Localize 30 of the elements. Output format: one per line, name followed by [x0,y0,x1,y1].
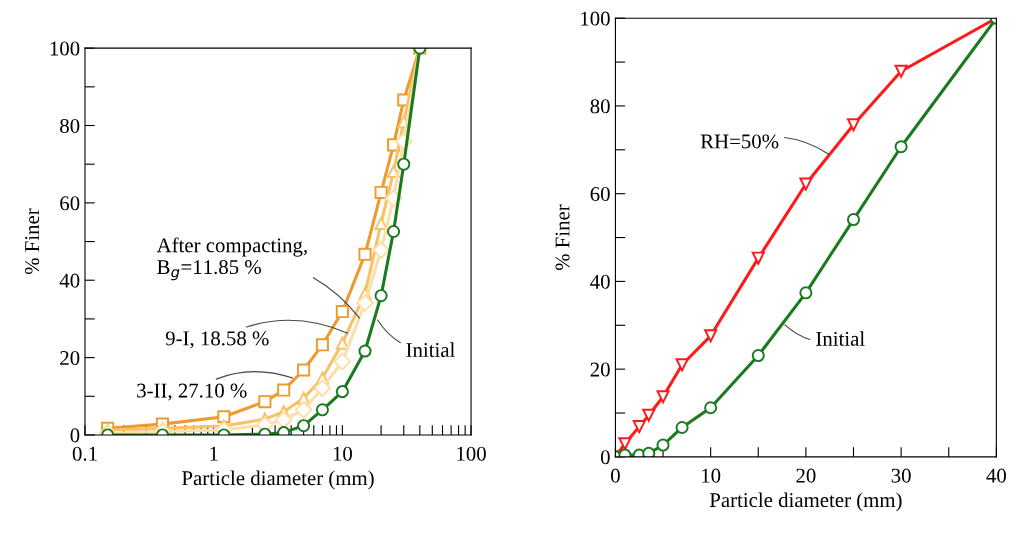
y-tick-label: 20 [60,350,80,366]
annotation: After compacting, B$_{g}$=11.85 % [156,237,307,281]
x-tick-label: 40 [986,468,1006,483]
x-tick-label: 0.1 [72,446,97,461]
y-tick-label: 20 [590,362,610,377]
y-tick-label: 40 [590,274,610,289]
x-tick-label: 100 [457,446,486,461]
y-tick-label: 100 [50,41,80,56]
y-tick-label: 80 [590,99,610,114]
x-tick-label: 0 [611,468,620,483]
y-tick-label: 0 [70,428,80,443]
annotation: Initial [406,342,455,358]
annotation: 3-II, 27.10 % [137,383,247,401]
annotation: 9-I, 18.58 % [165,331,269,349]
annotation: Initial [816,331,865,346]
y-tick-label: 60 [590,187,610,202]
annotation: RH=50% [700,134,779,149]
y-tick-label: 40 [59,273,80,288]
x-tick-label: 20 [796,468,816,483]
y-axis-title: % Finer [555,204,570,271]
y-tick-label: 60 [60,196,80,211]
x-tick-label: 10 [333,446,352,461]
x-axis-title: Particle diameter (mm) [182,470,374,490]
x-tick-label: 30 [891,468,911,483]
x-tick-label: 1 [210,446,218,461]
y-axis-title: % Finer [25,208,40,275]
y-tick-label: 100 [581,11,610,26]
x-tick-label: 10 [702,468,721,483]
y-tick-label: 80 [60,118,80,133]
x-axis-title: Particle diameter (mm) [709,492,902,512]
